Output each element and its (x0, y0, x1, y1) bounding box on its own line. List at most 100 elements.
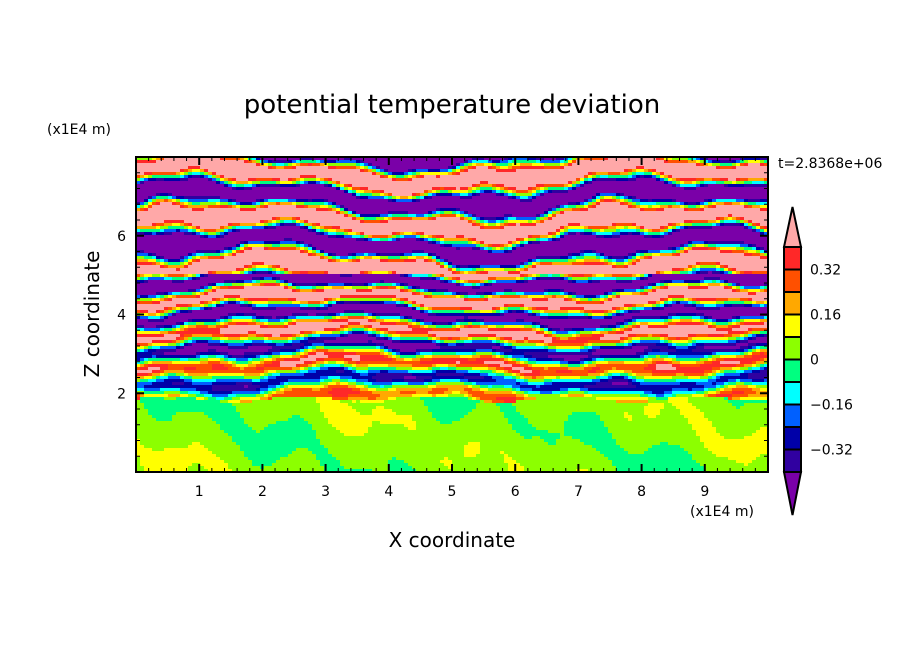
colorbar-bottom-triangle (782, 471, 803, 516)
heatmap-cell (596, 328, 604, 331)
heatmap-cell (684, 205, 688, 208)
heatmap-cell (452, 421, 508, 424)
heatmap-cell (648, 364, 656, 367)
heatmap-cell (628, 382, 632, 385)
heatmap-cell (548, 430, 564, 433)
heatmap-cell (428, 367, 432, 370)
heatmap-cell (592, 310, 604, 313)
heatmap-cell (224, 253, 228, 256)
heatmap-cell (344, 358, 352, 361)
heatmap-cell (176, 202, 180, 205)
heatmap-cell (528, 268, 672, 271)
heatmap-cell (692, 271, 696, 274)
heatmap-cell (592, 331, 600, 334)
heatmap-cell (516, 391, 524, 394)
heatmap-cell (476, 406, 500, 409)
heatmap-cell (300, 247, 304, 250)
heatmap-cell (660, 316, 668, 319)
heatmap-cell (248, 385, 260, 388)
heatmap-cell (264, 283, 276, 286)
heatmap-cell (344, 364, 352, 367)
heatmap-cell (360, 217, 364, 220)
heatmap-cell (404, 232, 412, 235)
heatmap-cell (304, 334, 308, 337)
heatmap-cell (716, 319, 728, 322)
heatmap-cell (344, 214, 348, 217)
heatmap-cell (452, 166, 456, 169)
heatmap-cell (756, 223, 760, 226)
heatmap-cell (560, 433, 564, 436)
heatmap-cell (748, 226, 752, 229)
heatmap-cell (552, 331, 556, 334)
heatmap-cell (748, 289, 760, 292)
heatmap-cell (720, 361, 740, 364)
heatmap-cell (256, 364, 264, 367)
heatmap-cell (400, 301, 404, 304)
heatmap-cell (680, 271, 688, 274)
heatmap-cell (536, 313, 540, 316)
heatmap-cell (648, 274, 652, 277)
heatmap-cell (716, 394, 732, 397)
heatmap-cell (284, 271, 288, 274)
heatmap-cell (584, 367, 592, 370)
heatmap-cell (608, 457, 692, 460)
heatmap-cell (652, 373, 676, 376)
heatmap-cell (408, 172, 412, 175)
heatmap-cell (428, 334, 432, 337)
heatmap-cell (356, 370, 368, 373)
heatmap-cell (348, 211, 352, 214)
heatmap-cell (280, 334, 292, 337)
heatmap-cell (756, 292, 768, 295)
heatmap-cell (136, 469, 144, 472)
heatmap-cell (340, 460, 388, 463)
heatmap-cell (588, 181, 592, 184)
heatmap-cell (456, 322, 460, 325)
heatmap-cell (608, 295, 612, 298)
heatmap-cell (488, 325, 496, 328)
heatmap-cell (756, 349, 760, 352)
heatmap-cell (644, 406, 664, 409)
heatmap-cell (644, 376, 672, 379)
heatmap-cell (480, 385, 488, 388)
heatmap-cell (136, 292, 156, 295)
heatmap-cell (672, 361, 680, 364)
heatmap-cell (372, 163, 456, 166)
heatmap-cell (552, 208, 556, 211)
heatmap-cell (624, 340, 628, 343)
heatmap-cell (308, 346, 312, 349)
heatmap-cell (712, 280, 716, 283)
heatmap-cell (536, 160, 540, 163)
heatmap-cell (708, 220, 716, 223)
heatmap-cell (288, 316, 296, 319)
heatmap-cell (664, 298, 668, 301)
heatmap-cell (492, 160, 500, 163)
heatmap-cell (200, 304, 204, 307)
heatmap-cell (420, 172, 448, 175)
heatmap-cell (560, 160, 564, 163)
heatmap-cell (760, 229, 764, 232)
heatmap-cell (348, 361, 356, 364)
heatmap-cell (716, 430, 756, 433)
heatmap-cell (748, 292, 756, 295)
heatmap-cell (660, 271, 664, 274)
heatmap-cell (508, 193, 512, 196)
heatmap-cell (184, 346, 228, 349)
heatmap-cell (412, 274, 428, 277)
heatmap-cell (252, 271, 256, 274)
heatmap-cell (548, 292, 560, 295)
heatmap-cell (172, 415, 208, 418)
heatmap-cell (672, 223, 676, 226)
heatmap-cell (144, 358, 148, 361)
heatmap-cell (420, 358, 432, 361)
heatmap-cell (732, 166, 736, 169)
heatmap-cell (384, 172, 388, 175)
heatmap-cell (284, 316, 288, 319)
heatmap-cell (576, 295, 584, 298)
heatmap-cell (272, 391, 276, 394)
heatmap-cell (712, 160, 720, 163)
heatmap-cell (436, 394, 448, 397)
heatmap-cell (316, 247, 456, 250)
heatmap-cell (684, 373, 704, 376)
heatmap-cell (640, 229, 644, 232)
heatmap-cell (604, 424, 692, 427)
